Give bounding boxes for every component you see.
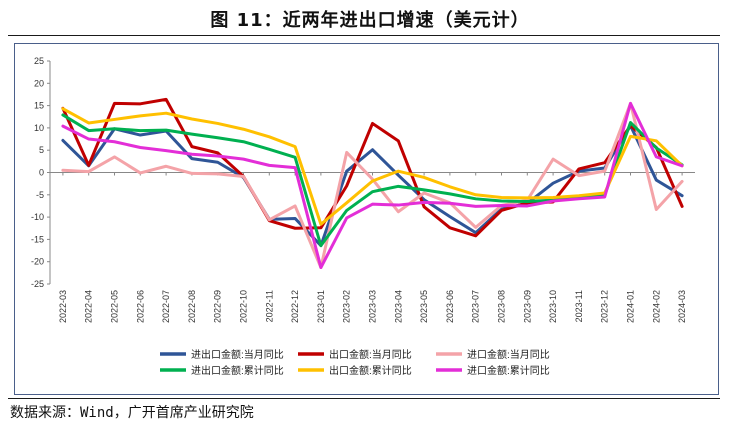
x-tick-label: 2022-07	[161, 290, 171, 323]
series-line	[61, 107, 684, 226]
y-tick-label: -10	[31, 212, 44, 222]
x-tick-label: 2022-11	[264, 290, 274, 322]
x-tick-label: 2023-06	[445, 290, 455, 323]
legend-label: 进口金额:累计同比	[467, 364, 550, 377]
series-line	[61, 97, 684, 238]
legend-label: 出口金额:当月同比	[329, 348, 412, 361]
x-tick-label: 2022-03	[58, 290, 68, 323]
x-tick-label: 2022-08	[187, 290, 197, 323]
x-tick-label: 2024-03	[677, 290, 687, 323]
x-tick-label: 2023-05	[419, 290, 429, 323]
x-tick-label: 2023-04	[393, 290, 403, 323]
line-chart: -25 -20 -15 -10 -5 0 5 10 15 20 25 2022-03 2022-04 20…	[31, 56, 695, 377]
chart-title: 图 11：近两年进出口增速（美元计）	[210, 10, 530, 31]
y-tick-label: 5	[39, 145, 44, 155]
series-line	[61, 124, 684, 248]
y-tick-label: -15	[31, 234, 44, 244]
series-line	[61, 101, 684, 269]
y-tick-label: -20	[31, 257, 44, 267]
x-tick-label: 2023-11	[574, 290, 584, 322]
y-tick-label: 25	[34, 56, 44, 66]
legend-label: 进出口金额:当月同比	[191, 348, 284, 361]
x-tick-label: 2023-12	[600, 290, 610, 323]
x-tick-label: 2023-03	[368, 290, 378, 323]
legend-label: 进出口金额:累计同比	[191, 364, 284, 377]
chart-frame	[14, 43, 719, 395]
y-tick-label: 0	[39, 168, 44, 178]
x-tick-label: 2022-06	[135, 290, 145, 323]
x-tick-label: 2023-09	[522, 290, 532, 323]
x-tick-label: 2023-02	[342, 290, 352, 323]
x-tick-label: 2023-08	[497, 290, 507, 323]
x-tick-label: 2023-01	[316, 290, 326, 323]
series-lines	[61, 97, 684, 269]
legend-label: 进口金额:当月同比	[467, 348, 550, 361]
x-tick-label: 2022-12	[290, 290, 300, 323]
y-tick-label: -5	[36, 190, 44, 200]
y-tick-label: 10	[34, 123, 44, 133]
x-tick-label: 2022-05	[110, 290, 120, 323]
y-tick-label: 15	[34, 101, 44, 111]
x-tick-label: 2024-01	[626, 290, 636, 323]
series-line	[61, 101, 684, 269]
chart-axes: -25 -20 -15 -10 -5 0 5 10 15 20 25 2022-03 2022-04 20…	[31, 56, 695, 323]
x-tick-label: 2022-04	[84, 290, 94, 323]
data-source: 数据来源：Wind，广开首席产业研究院	[10, 405, 254, 421]
source-rule	[8, 398, 720, 399]
title-rule	[8, 35, 720, 36]
y-tick-label: -25	[31, 279, 44, 289]
y-tick-label: 20	[34, 78, 44, 88]
legend-label: 出口金额:累计同比	[329, 364, 412, 377]
x-tick-label: 2022-10	[239, 290, 249, 323]
x-tick-label: 2024-02	[651, 290, 661, 323]
x-tick-label: 2023-10	[548, 290, 558, 323]
x-tick-label: 2023-07	[471, 290, 481, 323]
x-tick-label: 2022-09	[213, 290, 223, 323]
